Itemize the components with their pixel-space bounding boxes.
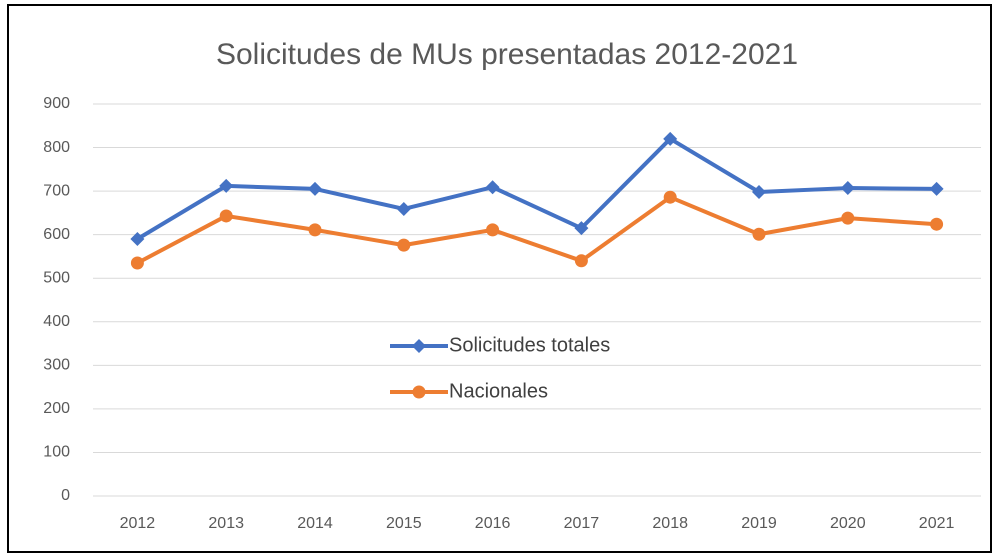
legend-label: Nacionales bbox=[449, 380, 548, 402]
x-tick-label: 2013 bbox=[208, 515, 244, 532]
x-tick-label: 2014 bbox=[297, 515, 333, 532]
marker bbox=[752, 184, 766, 199]
marker bbox=[397, 238, 411, 252]
marker bbox=[929, 181, 944, 196]
series-line bbox=[136, 195, 937, 265]
y-tick-label: 200 bbox=[43, 400, 70, 417]
y-tick-label: 500 bbox=[43, 269, 70, 286]
y-tick-label: 700 bbox=[43, 182, 70, 199]
marker bbox=[574, 221, 589, 236]
marker bbox=[663, 190, 677, 204]
x-tick-label: 2019 bbox=[741, 515, 777, 532]
marker bbox=[574, 254, 588, 268]
marker bbox=[663, 131, 678, 146]
marker bbox=[130, 232, 145, 247]
x-tick-label: 2012 bbox=[120, 515, 156, 532]
marker bbox=[130, 256, 144, 270]
marker bbox=[308, 223, 322, 237]
x-tick-label: 2016 bbox=[475, 515, 511, 532]
legend-label: Solicitudes totales bbox=[449, 334, 610, 356]
legend-marker bbox=[412, 385, 426, 399]
y-tick-label: 300 bbox=[43, 357, 70, 374]
y-tick-label: 100 bbox=[43, 444, 70, 461]
marker bbox=[396, 201, 411, 216]
marker bbox=[841, 211, 855, 225]
x-tick-label: 2018 bbox=[652, 515, 688, 532]
marker bbox=[840, 181, 855, 196]
y-tick-label: 900 bbox=[43, 95, 70, 112]
series-line bbox=[136, 136, 937, 241]
x-tick-label: 2017 bbox=[564, 515, 600, 532]
x-tick-label: 2021 bbox=[919, 515, 955, 532]
chart-title: Solicitudes de MUs presentadas 2012-2021 bbox=[216, 38, 798, 71]
y-tick-label: 600 bbox=[43, 226, 70, 243]
marker bbox=[308, 181, 322, 196]
y-tick-label: 0 bbox=[61, 487, 70, 504]
y-tick-label: 400 bbox=[43, 313, 70, 330]
marker bbox=[752, 227, 766, 241]
legend-marker bbox=[412, 339, 426, 353]
marker bbox=[219, 209, 233, 223]
marker bbox=[930, 217, 944, 231]
marker bbox=[486, 223, 500, 237]
x-tick-label: 2020 bbox=[830, 515, 866, 532]
x-tick-label: 2015 bbox=[386, 515, 422, 532]
y-tick-label: 800 bbox=[43, 139, 70, 156]
marker bbox=[219, 178, 234, 193]
marker bbox=[485, 180, 500, 195]
